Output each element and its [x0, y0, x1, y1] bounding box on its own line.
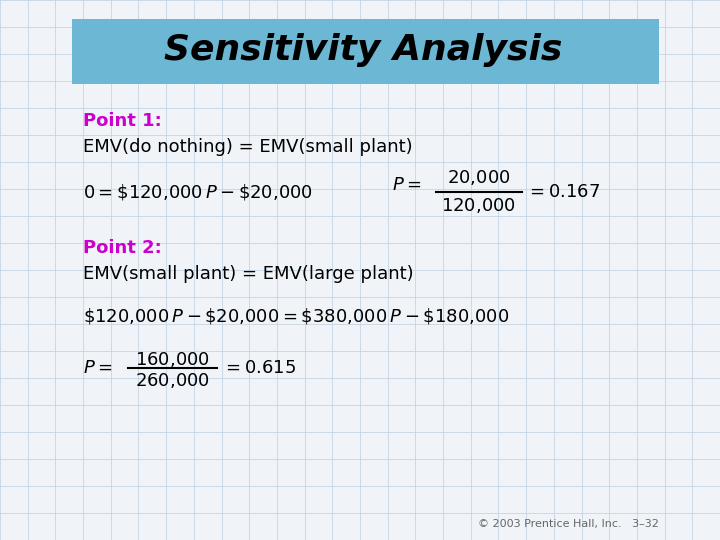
Text: © 2003 Prentice Hall, Inc.   3–32: © 2003 Prentice Hall, Inc. 3–32: [478, 519, 659, 529]
Text: $160{,}000$: $160{,}000$: [135, 349, 210, 369]
Text: $20{,}000$: $20{,}000$: [447, 167, 510, 187]
Text: Point 1:: Point 1:: [83, 112, 161, 131]
Text: EMV(do nothing) = EMV(small plant): EMV(do nothing) = EMV(small plant): [83, 138, 413, 156]
Text: $\$120{,}000\,P - \$20{,}000 = \$380{,}000\,P - \$180{,}000$: $\$120{,}000\,P - \$20{,}000 = \$380{,}0…: [83, 306, 509, 326]
Text: $P =$: $P =$: [83, 359, 112, 377]
Text: Point 2:: Point 2:: [83, 239, 161, 258]
Text: $0 = \$120{,}000\,P - \$20{,}000$: $0 = \$120{,}000\,P - \$20{,}000$: [83, 181, 312, 202]
FancyBboxPatch shape: [72, 19, 659, 84]
Text: EMV(small plant) = EMV(large plant): EMV(small plant) = EMV(large plant): [83, 265, 413, 284]
Text: $= 0.167$: $= 0.167$: [526, 183, 600, 201]
Text: $P =$: $P =$: [392, 176, 422, 194]
Text: $= 0.615$: $= 0.615$: [222, 359, 296, 377]
Text: $260{,}000$: $260{,}000$: [135, 370, 210, 390]
Text: $120{,}000$: $120{,}000$: [441, 195, 516, 215]
Text: Sensitivity Analysis: Sensitivity Analysis: [164, 33, 563, 67]
